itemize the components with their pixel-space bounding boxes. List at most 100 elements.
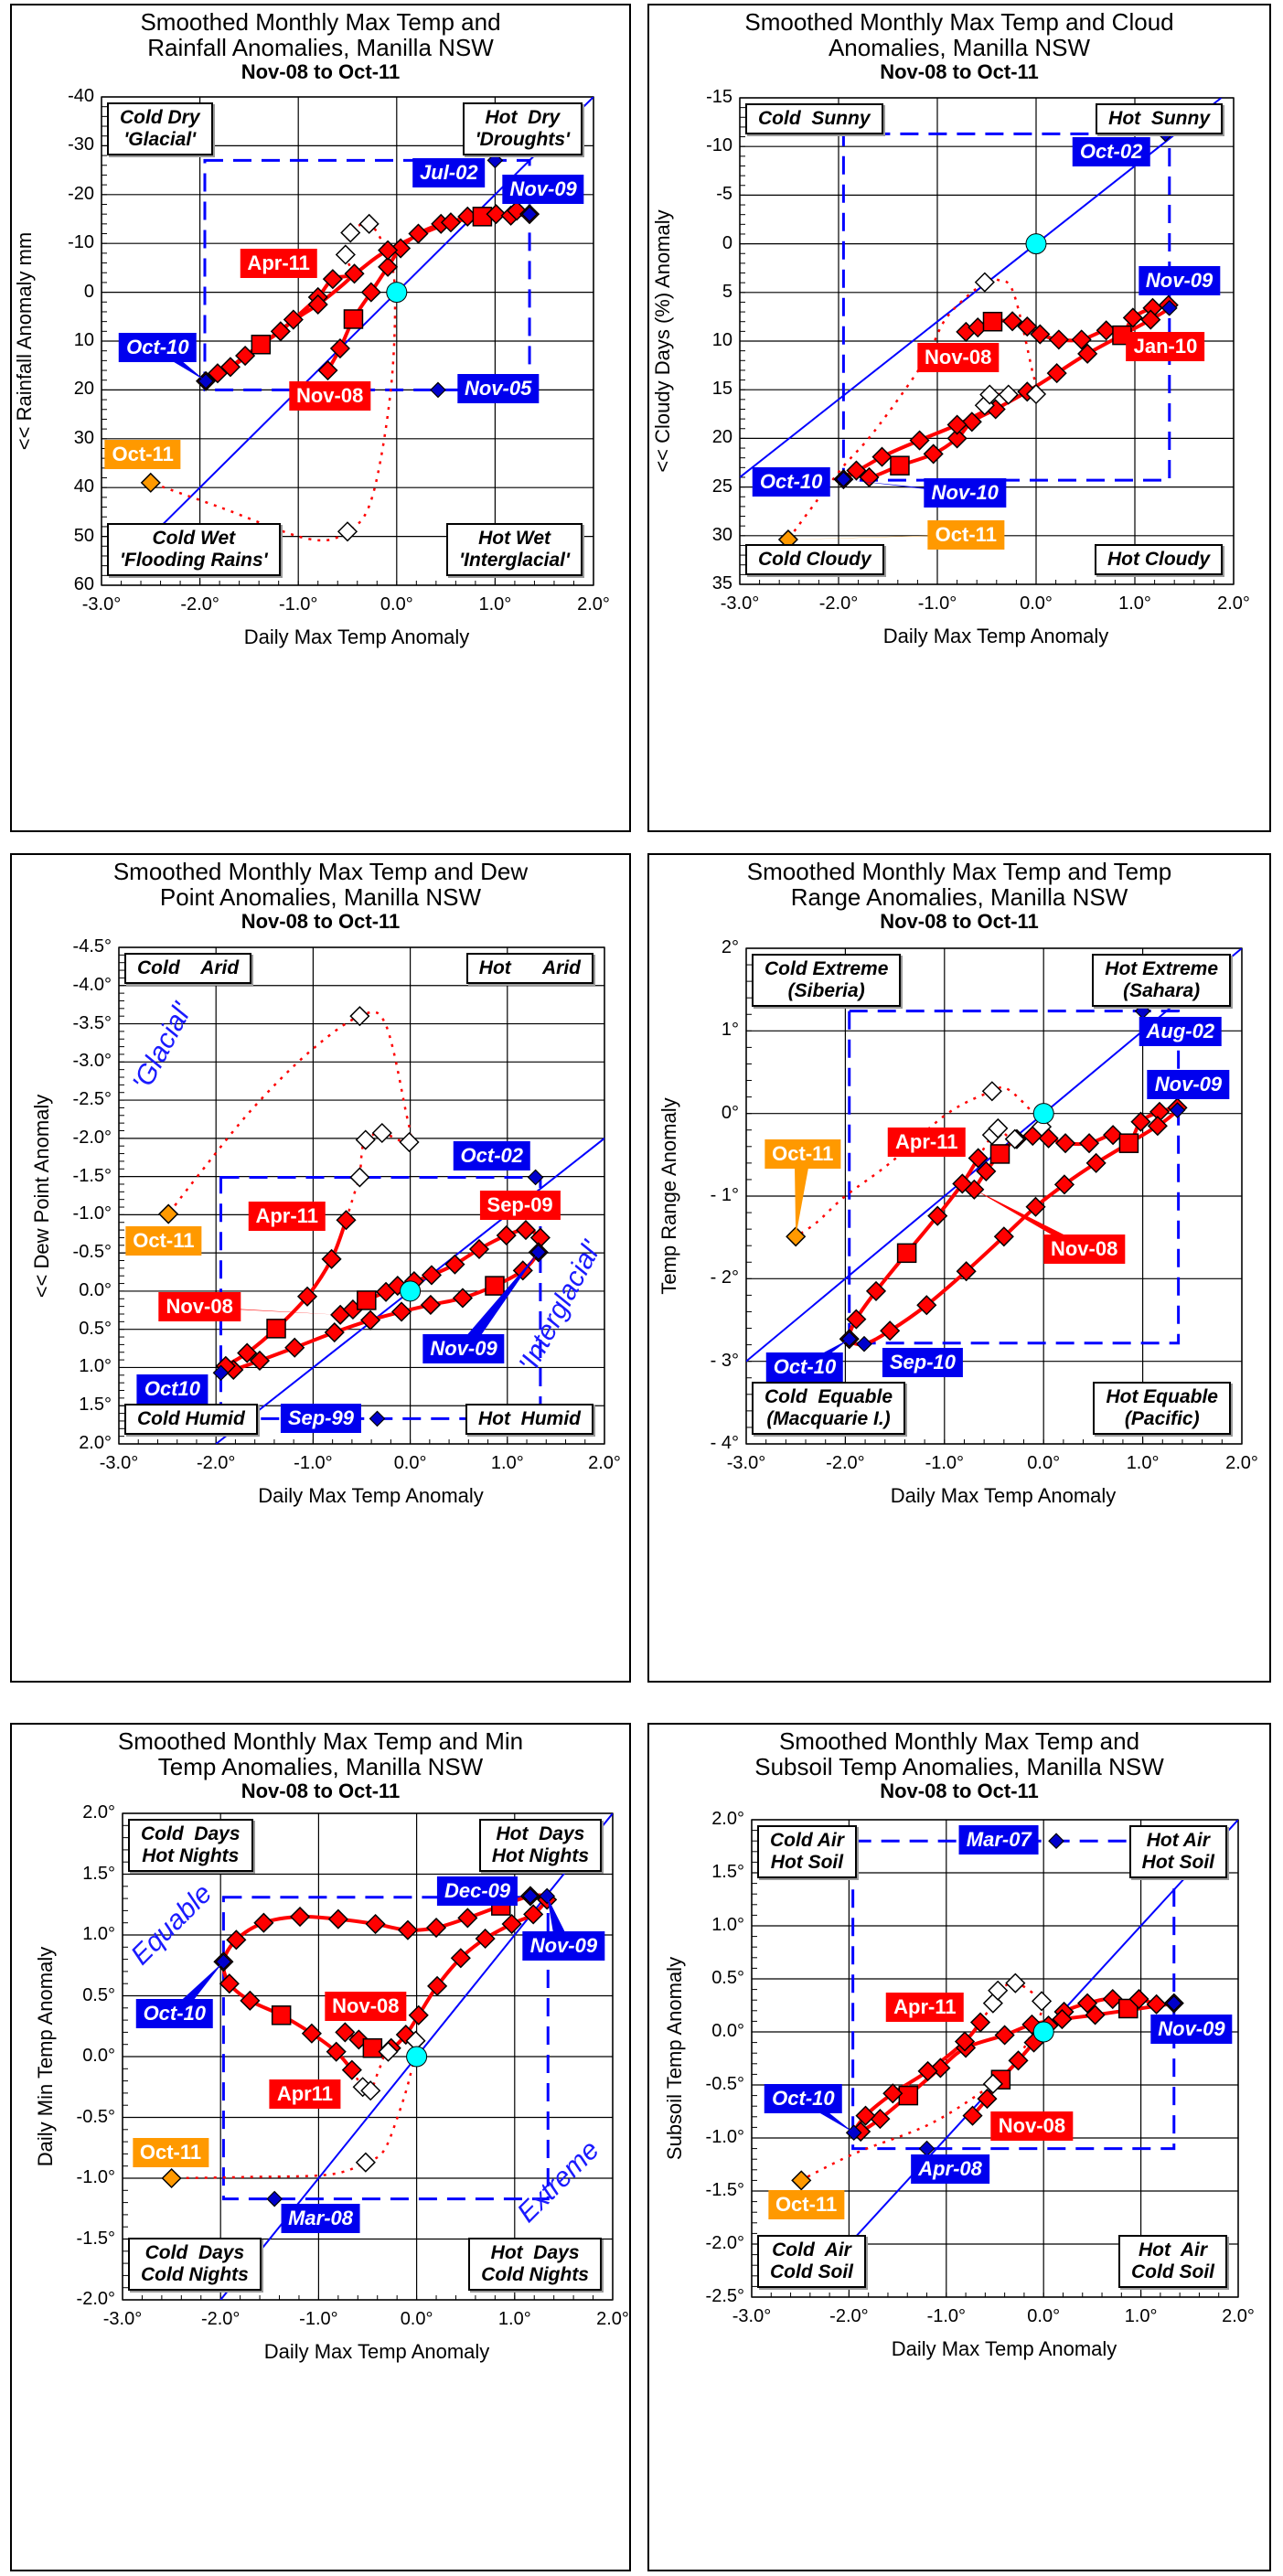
month-marker-diamond: [359, 1309, 381, 1331]
y-tick-label: 35: [711, 573, 732, 593]
y-tick-label: -40: [68, 86, 94, 106]
month-marker-diamond: [956, 1261, 977, 1282]
annotation-label: Nov-08: [990, 2111, 1074, 2142]
quadrant-top-right: Hot Extreme (Sahara): [1092, 954, 1231, 1007]
x-tick-label: 2.0°: [596, 2309, 629, 2329]
record-extremes-box: [848, 1010, 1181, 1345]
chart-subtitle: Nov-08 to Oct-11: [241, 1780, 401, 1802]
recent-month-marker: [378, 2041, 399, 2062]
chart-title-line-1: Smoothed Monthly Max Temp and Temp: [746, 858, 1172, 885]
x-tick-label: -1.0°: [299, 2309, 338, 2329]
y-axis-label: << Rainfall Anomaly mm: [13, 231, 36, 451]
annotation-label: Oct-10: [752, 467, 830, 497]
recent-month-marker: [355, 1129, 376, 1150]
annotation-label: Nov-10: [924, 477, 1006, 508]
month-marker-diamond: [397, 1919, 419, 1940]
y-tick-label: - 2°: [710, 1267, 739, 1288]
reference-month-marker: [430, 381, 446, 399]
chart-panel-2: Smoothed Monthly Max Temp and Cloud Anoma…: [647, 4, 1271, 832]
x-axis-label: Daily Max Temp Anomaly: [258, 1484, 484, 1507]
y-tick-label: 0: [722, 232, 732, 253]
annotation-label: Oct-10: [765, 1352, 844, 1382]
month-marker-diamond: [909, 430, 930, 451]
y-tick-label: 1.5°: [82, 1863, 115, 1884]
month-marker-diamond: [240, 1990, 261, 2011]
y-tick-label: 0.0°: [711, 2021, 744, 2041]
quadrant-top-left: Cold Extreme (Siberia): [752, 954, 902, 1007]
month-marker-diamond: [1052, 2009, 1073, 2030]
reference-month-marker: [856, 1335, 872, 1352]
chart-panel-6: Smoothed Monthly Max Temp and Subsoil Tem…: [647, 1723, 1271, 2571]
month-marker-diamond: [1140, 309, 1161, 330]
chart-title: Smoothed Monthly Max Temp and Subsoil Tem…: [649, 1728, 1269, 1803]
annotation-label: Aug-02: [1139, 1017, 1223, 1047]
x-tick-label: -3.0°: [720, 593, 760, 614]
x-tick-label: -2.0°: [818, 593, 859, 614]
y-tick-label: 2°: [721, 937, 739, 957]
x-tick-label: -1.0°: [926, 2306, 967, 2326]
season-marker-square: [251, 334, 272, 355]
annotation-pointer: [787, 534, 975, 540]
reference-month-marker: [212, 1364, 230, 1382]
quadrant-bottom-left: Cold Cloudy: [745, 544, 884, 575]
annotation-label: Oct-02: [453, 1141, 531, 1171]
month-marker-diamond: [301, 2023, 322, 2044]
annotation-label: Mar-07: [958, 1825, 1039, 1855]
chart-title-line-2: Point Anomalies, Manilla NSW: [159, 883, 482, 911]
latest-month-marker: [158, 1203, 179, 1224]
month-marker-diamond: [1085, 2004, 1106, 2026]
y-tick-label: 2.0°: [79, 1433, 112, 1453]
quadrant-bottom-left: Cold Wet 'Flooding Rains': [107, 523, 281, 576]
recent-month-marker: [399, 1131, 420, 1153]
month-marker-diamond: [327, 1908, 348, 1929]
y-tick-label: 0: [83, 281, 94, 302]
month-marker-diamond: [321, 1248, 342, 1269]
x-tick-label: -3.0°: [732, 2306, 772, 2326]
month-marker-diamond: [296, 1286, 318, 1307]
chart-title: Smoothed Monthly Max Temp and Rainfall An…: [12, 9, 629, 84]
chart-title: Smoothed Monthly Max Temp and Dew Point A…: [12, 859, 629, 934]
y-tick-label: 10: [711, 330, 732, 350]
recent-month-marker: [335, 244, 356, 265]
reference-month-marker: [521, 206, 538, 223]
chart-title-line-2: Range Anomalies, Manilla NSW: [790, 883, 1128, 911]
y-tick-label: -2.5°: [705, 2286, 744, 2306]
x-tick-label: 0.0°: [1020, 593, 1053, 614]
latest-month-marker: [791, 2170, 812, 2191]
month-marker-diamond: [1017, 315, 1038, 337]
y-tick-label: -1.0°: [76, 2167, 115, 2187]
annotation-label: Oct-10: [135, 1999, 214, 2029]
y-tick-label: 0.0°: [82, 2046, 115, 2066]
x-axis-label: Daily Max Temp Anomaly: [263, 2340, 490, 2363]
recent-month-marker: [982, 2073, 1003, 2094]
y-tick-label: -2.5°: [72, 1089, 112, 1110]
month-marker-diamond: [450, 1948, 471, 1969]
y-tick-label: 20: [711, 427, 732, 448]
x-tick-label: -3.0°: [726, 1453, 766, 1473]
reference-month-marker: [1160, 299, 1178, 316]
reference-line: [150, 97, 593, 538]
annotation-label: Nov-08: [325, 1992, 407, 2022]
month-marker-diamond: [969, 2012, 991, 2033]
y-tick-label: -1.0°: [72, 1203, 112, 1224]
y-tick-label: -10: [706, 135, 732, 156]
latest-month-marker: [161, 2167, 182, 2189]
month-marker-diamond: [378, 256, 399, 277]
y-tick-label: 2.0°: [82, 1802, 115, 1822]
month-marker-diamond: [501, 1913, 522, 1935]
month-marker-diamond: [378, 240, 399, 261]
month-marker-diamond: [219, 1973, 240, 1994]
y-tick-label: - 4°: [710, 1433, 739, 1453]
month-marker-diamond: [1071, 329, 1092, 350]
month-marker-diamond: [440, 212, 462, 233]
month-marker-diamond: [954, 2031, 976, 2052]
month-marker-diamond: [923, 444, 944, 465]
annotation-pointer: [455, 1252, 539, 1349]
annotation-label: Oct-11: [104, 439, 181, 469]
plot-content: [791, 1820, 1238, 2245]
season-marker-square: [1118, 1133, 1139, 1153]
chart-panel-3: Smoothed Monthly Max Temp and Dew Point A…: [10, 853, 631, 1683]
x-tick-label: -3.0°: [99, 1453, 139, 1473]
y-tick-label: -0.5°: [72, 1242, 112, 1263]
y-tick-label: 1°: [721, 1020, 739, 1041]
